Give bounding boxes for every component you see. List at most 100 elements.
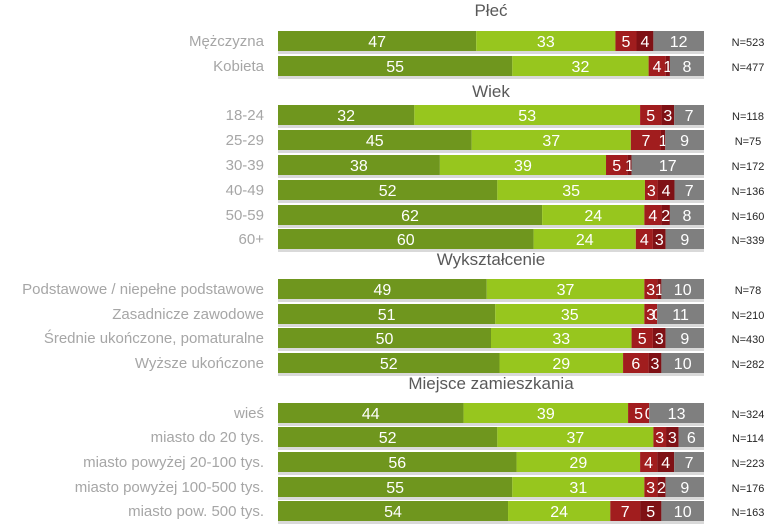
- value-label: 3: [651, 356, 660, 373]
- bar-segment: [533, 229, 636, 249]
- value-label: 24: [576, 232, 594, 249]
- bar-segment: [491, 328, 632, 348]
- bar-segment: [512, 477, 645, 497]
- sample-size-label: N=75: [735, 136, 762, 148]
- sample-size-label: N=176: [732, 483, 765, 495]
- value-label: 55: [386, 480, 404, 497]
- row-label: 18-24: [226, 107, 264, 124]
- value-label: 52: [379, 183, 397, 200]
- value-label: 29: [552, 356, 570, 373]
- value-label: 56: [388, 455, 406, 472]
- value-label: 5: [638, 331, 647, 348]
- sample-size-label: N=114: [732, 433, 764, 445]
- value-label: 38: [350, 158, 368, 175]
- sample-size-label: N=78: [735, 285, 762, 297]
- value-label: 1: [659, 133, 668, 150]
- value-label: 39: [537, 406, 555, 423]
- bar-segment: [674, 180, 704, 200]
- value-label: 3: [655, 232, 664, 249]
- bar-segment: [610, 501, 641, 521]
- bar-segment: [278, 353, 500, 373]
- bar-segment: [278, 501, 509, 521]
- value-label: 4: [661, 455, 670, 472]
- value-label: 9: [680, 331, 689, 348]
- sample-size-label: N=339: [732, 235, 765, 247]
- value-label: 55: [386, 59, 404, 76]
- bar-segment: [669, 205, 704, 225]
- value-label: 7: [621, 504, 630, 521]
- bar-segment: [486, 279, 645, 299]
- bar-segment: [278, 452, 517, 472]
- row-label: 25-29: [226, 132, 264, 149]
- bar-segment: [640, 501, 662, 521]
- bar-segment: [631, 155, 704, 175]
- value-label: 3: [646, 480, 655, 497]
- bar-segment: [497, 180, 645, 200]
- value-label: 3: [655, 331, 664, 348]
- value-label: 4: [662, 183, 671, 200]
- value-label: 17: [659, 158, 677, 175]
- row-label: Wyższe ukończone: [135, 355, 264, 372]
- bar-segment: [644, 304, 658, 324]
- bar-segment: [661, 353, 704, 373]
- bar-segment: [278, 155, 440, 175]
- row-label: 40-49: [226, 182, 264, 199]
- value-label: 45: [366, 133, 384, 150]
- value-label: 29: [569, 455, 587, 472]
- row-label: miasto do 20 tys.: [151, 429, 264, 446]
- row-label: Kobieta: [213, 58, 265, 75]
- bar-segment: [653, 427, 667, 447]
- row-separator: [278, 200, 704, 203]
- bar-segment: [665, 56, 670, 76]
- value-label: 1: [655, 282, 664, 299]
- bar-segment: [678, 427, 704, 447]
- bar-segment: [648, 56, 666, 76]
- bar-segment: [661, 205, 670, 225]
- value-label: 47: [368, 34, 386, 51]
- bar-segment: [278, 304, 496, 324]
- bar-segment: [278, 403, 464, 423]
- value-label: 52: [380, 356, 398, 373]
- row-label: wieś: [233, 405, 264, 422]
- value-label: 37: [542, 133, 560, 150]
- bar-segment: [278, 427, 498, 447]
- row-label: Podstawowe / niepełne podstawowe: [22, 281, 264, 298]
- bar-segment: [497, 427, 654, 447]
- value-label: 49: [373, 282, 391, 299]
- value-label: 37: [557, 282, 575, 299]
- bar-segment: [635, 229, 653, 249]
- value-label: 4: [648, 208, 657, 225]
- bar-segment: [278, 105, 415, 125]
- value-label: 3: [668, 430, 677, 447]
- row-separator: [278, 521, 704, 524]
- bar-segment: [665, 130, 704, 150]
- value-label: 35: [561, 307, 579, 324]
- value-label: 52: [379, 430, 397, 447]
- value-label: 5: [634, 406, 643, 423]
- bar-segment: [665, 477, 704, 497]
- value-label: 7: [641, 133, 650, 150]
- row-label: miasto powyżej 100-500 tys.: [75, 479, 264, 496]
- value-label: 39: [514, 158, 532, 175]
- bar-segment: [476, 31, 616, 51]
- value-label: 9: [680, 480, 689, 497]
- row-label: miasto pow. 500 tys.: [128, 503, 264, 520]
- sample-size-label: N=477: [732, 62, 765, 74]
- row-separator: [278, 373, 704, 376]
- value-label: 3: [647, 183, 656, 200]
- value-label: 35: [562, 183, 580, 200]
- bar-segment: [628, 403, 650, 423]
- value-label: 51: [378, 307, 396, 324]
- value-label: 7: [685, 108, 694, 125]
- bar-segment: [661, 105, 675, 125]
- value-label: 24: [584, 208, 602, 225]
- bar-segment: [644, 477, 658, 497]
- bar-segment: [657, 279, 662, 299]
- bar-segment: [649, 403, 704, 423]
- value-label: 24: [550, 504, 568, 521]
- bar-segment: [495, 304, 645, 324]
- row-separator: [278, 324, 704, 327]
- bar-segment: [627, 155, 632, 175]
- bar-segment: [657, 304, 704, 324]
